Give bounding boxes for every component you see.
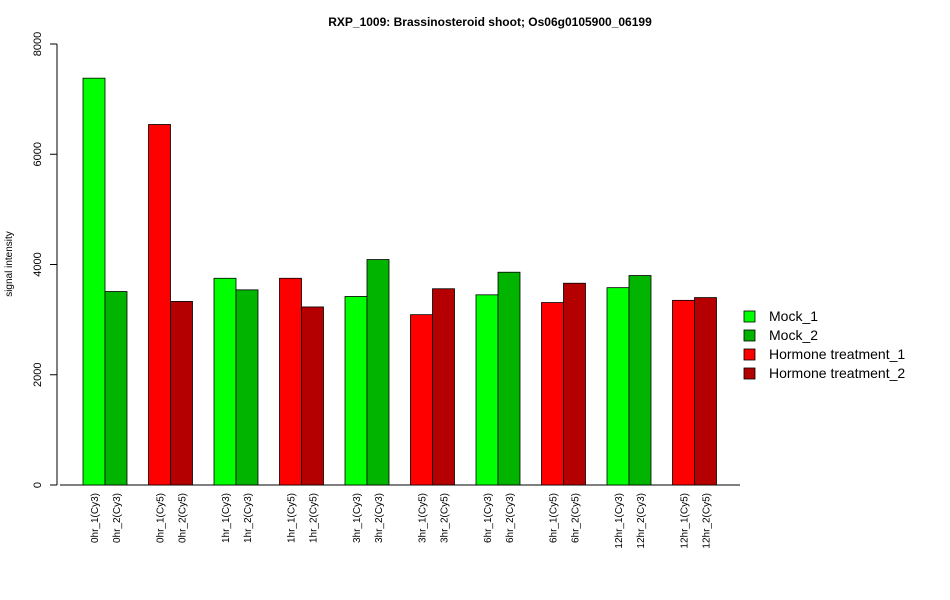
bar — [148, 124, 171, 486]
bar — [475, 294, 499, 486]
legend-label: Hormone treatment_1 — [769, 346, 905, 362]
legend-label: Mock_1 — [769, 308, 818, 324]
bar — [104, 291, 128, 486]
y-axis: 0 2000 4000 6000 8000 — [32, 32, 58, 488]
legend-swatch — [743, 329, 756, 342]
legend-label: Hormone treatment_2 — [769, 365, 905, 381]
x-tick-label: 6hr_2(Cy3) — [505, 493, 516, 543]
x-axis: 0hr_1(Cy3) 0hr_2(Cy3) 0hr_1(Cy5) 0hr_2(Cy5)… — [60, 484, 740, 549]
y-tick-label: 2000 — [32, 363, 44, 387]
x-tick-label: 1hr_2(Cy3) — [243, 493, 254, 543]
bars-group — [82, 77, 717, 486]
bar — [301, 306, 324, 486]
legend: Mock_1 Mock_2 Hormone treatment_1 Hormone t… — [743, 308, 905, 381]
bar — [344, 296, 368, 486]
x-tick-label: 0hr_2(Cy3) — [112, 493, 123, 543]
bar — [235, 289, 259, 486]
bar — [563, 282, 586, 486]
x-tick-label: 1hr_2(Cy5) — [309, 493, 320, 543]
legend-swatch — [743, 310, 756, 323]
y-tick-label: 4000 — [32, 252, 44, 276]
chart-title: RXP_1009: Brassinosteroid shoot; Os06g01… — [328, 15, 652, 29]
x-tick-label: 0hr_2(Cy5) — [178, 493, 189, 543]
bar — [366, 259, 390, 486]
bar — [279, 277, 302, 486]
x-tick-label: 1hr_1(Cy5) — [287, 493, 298, 543]
y-tick-label: 0 — [32, 482, 44, 488]
x-tick-label: 12hr_2(Cy5) — [702, 493, 713, 549]
y-tick-label: 8000 — [32, 32, 44, 56]
x-tick-label: 3hr_1(Cy3) — [352, 493, 363, 543]
x-tick-label: 3hr_2(Cy3) — [374, 493, 385, 543]
y-tick-label: 6000 — [32, 142, 44, 166]
x-tick-label: 0hr_1(Cy5) — [156, 493, 167, 543]
x-tick-label: 3hr_1(Cy5) — [418, 493, 429, 543]
x-tick-label: 3hr_2(Cy5) — [440, 493, 451, 543]
x-tick-label: 1hr_1(Cy3) — [221, 493, 232, 543]
x-tick-label: 12hr_1(Cy5) — [680, 493, 691, 549]
bar — [694, 297, 717, 486]
bar — [628, 275, 652, 486]
x-tick-label: 0hr_1(Cy3) — [90, 493, 101, 543]
x-tick-label: 12hr_1(Cy3) — [614, 493, 625, 549]
bar — [213, 277, 237, 486]
legend-label: Mock_2 — [769, 327, 818, 343]
bar — [497, 271, 521, 486]
x-tick-label: 6hr_1(Cy3) — [483, 493, 494, 543]
bar — [672, 299, 695, 486]
bar — [410, 314, 433, 486]
y-axis-label: signal intensity — [4, 231, 15, 297]
legend-swatch — [743, 367, 756, 380]
bar — [170, 301, 193, 486]
bar — [606, 287, 630, 486]
x-tick-label: 12hr_2(Cy3) — [636, 493, 647, 549]
bar — [432, 288, 455, 486]
x-tick-label: 6hr_2(Cy5) — [571, 493, 582, 543]
bar — [82, 77, 106, 486]
x-tick-label: 6hr_1(Cy5) — [549, 493, 560, 543]
legend-swatch — [743, 348, 756, 361]
bar — [541, 302, 564, 486]
